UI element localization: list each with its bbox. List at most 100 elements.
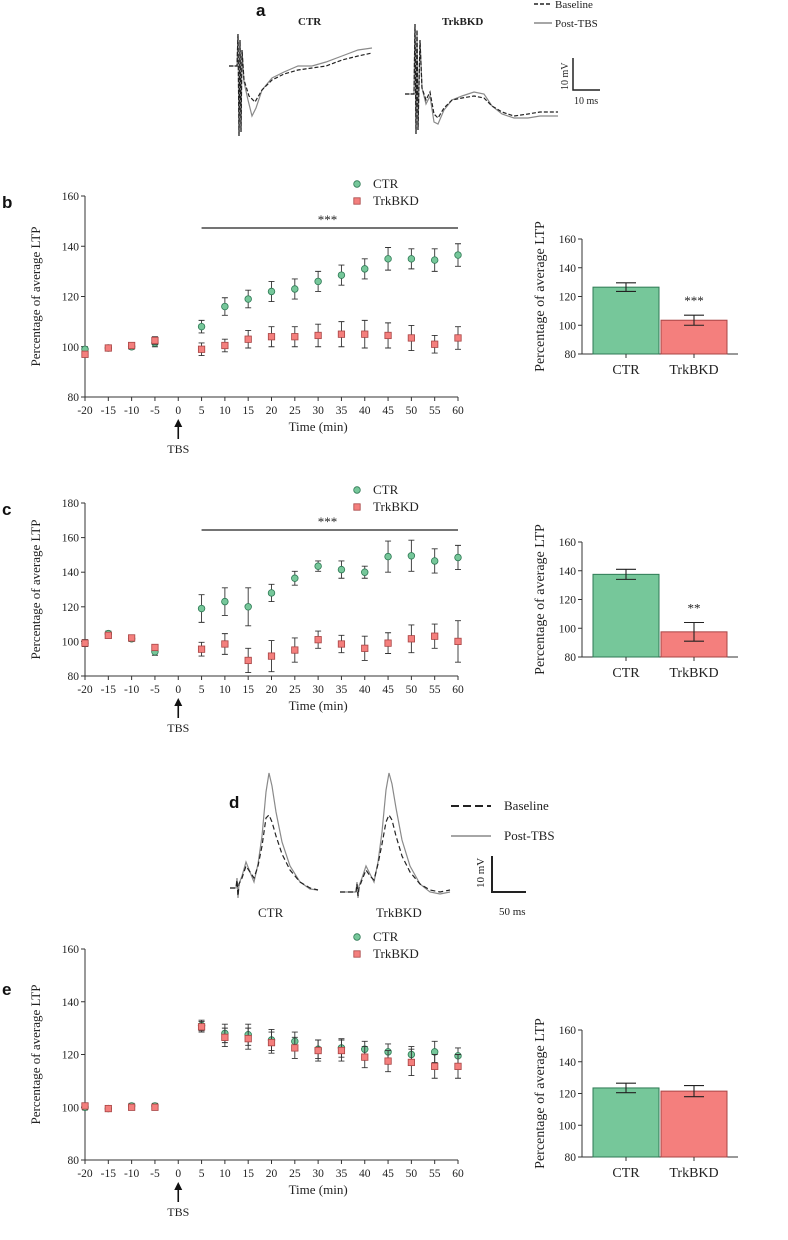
x-tick-label: -15	[101, 684, 117, 696]
data-point-ctr	[221, 302, 229, 311]
x-tick-label: -5	[150, 684, 160, 696]
x-tick-label: 25	[289, 1168, 301, 1180]
data-point-ctr	[384, 255, 392, 263]
x-tick-label: -20	[77, 405, 93, 417]
data-point-trkbkd	[267, 652, 276, 660]
data-point-trkbkd	[361, 644, 369, 652]
x-tick-label: -5	[150, 405, 160, 417]
x-tick-label: 35	[336, 684, 348, 696]
y-tick-label: 80	[565, 1152, 577, 1164]
data-point-trkbkd	[197, 345, 206, 353]
y-tick-label: 80	[565, 652, 577, 664]
chart-b_bar: 80 100 120 140 160 Percentage of average LTP C…	[533, 221, 738, 378]
y-tick-label: 140	[62, 567, 80, 579]
y-tick-label: 100	[559, 320, 577, 332]
y-tick-label: 140	[62, 997, 80, 1009]
bar-trkbkd	[660, 1090, 728, 1158]
data-point-trkbkd	[128, 341, 136, 350]
legend-marker-trkbkd	[353, 197, 361, 205]
y-tick-label: 180	[62, 498, 80, 510]
panel-letter-c: c	[2, 500, 11, 519]
data-point-trkbkd	[454, 334, 462, 342]
y-tick-label: 80	[68, 1155, 80, 1167]
x-tick-label: 30	[312, 1168, 324, 1180]
data-point-trkbkd	[337, 1046, 346, 1055]
panel-d: d Baseline Post-TBS 10 mV 50 ms CTR TrkB…	[229, 772, 555, 920]
data-point-trkbkd	[128, 634, 136, 642]
data-point-ctr	[267, 287, 276, 296]
y-tick-label: 120	[559, 1089, 577, 1101]
y-axis-label: Percentage of average LTP	[533, 1018, 548, 1169]
trace-a-title-ctr: CTR	[298, 16, 322, 28]
tbs-arrow-head	[174, 1182, 183, 1190]
data-point-trkbkd	[151, 336, 159, 345]
x-tick-label: 35	[336, 405, 348, 417]
data-point-trkbkd	[314, 636, 322, 644]
data-point-trkbkd	[197, 1023, 206, 1031]
data-point-ctr	[314, 562, 322, 570]
legend-marker-ctr	[353, 933, 361, 941]
data-point-trkbkd	[81, 1102, 89, 1110]
data-point-ctr	[361, 265, 369, 273]
trace-d-ctr-baseline	[230, 813, 319, 897]
bar-ctr	[592, 1087, 660, 1158]
data-point-trkbkd	[197, 645, 206, 653]
data-point-trkbkd	[384, 1057, 392, 1065]
y-tick-label: 120	[62, 292, 80, 304]
legend-a-post-label: Post-TBS	[555, 18, 598, 30]
tbs-label: TBS	[167, 442, 189, 456]
x-tick-label: 55	[429, 1168, 441, 1180]
x-tick-label: 15	[242, 684, 254, 696]
y-tick-label: 120	[62, 1050, 80, 1062]
y-tick-label: 120	[559, 292, 577, 304]
legend-marker-trkbkd	[353, 503, 361, 511]
x-tick-label: 50	[406, 684, 418, 696]
data-point-ctr	[407, 255, 416, 263]
y-axis-label: Percentage of average LTP	[28, 227, 43, 367]
scale-d	[491, 856, 526, 893]
panel-letter-b: b	[2, 193, 12, 212]
legend-label-trkbkd: TrkBKD	[373, 499, 419, 514]
trace-d-trkbkd-post	[340, 772, 451, 899]
data-point-ctr	[267, 589, 276, 597]
data-point-ctr	[430, 557, 439, 565]
x-axis-label: Time (min)	[289, 698, 348, 713]
chart-e_bar: 80 100 120 140 160 Percentage of average LTP C…	[533, 1018, 738, 1181]
x-tick-label: -15	[101, 405, 117, 417]
y-tick-label: 160	[559, 537, 577, 549]
y-tick-label: 100	[62, 636, 80, 648]
data-point-ctr	[221, 597, 229, 606]
panel-letter-e: e	[2, 980, 11, 999]
data-point-trkbkd	[337, 640, 346, 648]
y-tick-label: 140	[559, 263, 577, 275]
data-point-ctr	[314, 277, 322, 286]
y-tick-label: 160	[62, 191, 80, 203]
x-tick-label: 60	[452, 1168, 464, 1180]
data-point-ctr	[244, 603, 252, 611]
trace-d-label-trkbkd: TrkBKD	[376, 905, 422, 920]
category-label: CTR	[612, 1166, 640, 1181]
y-axis-label: Percentage of average LTP	[28, 520, 43, 660]
data-point-trkbkd	[81, 639, 89, 647]
data-point-trkbkd	[291, 646, 299, 654]
data-point-trkbkd	[384, 639, 392, 647]
legend-label-ctr: CTR	[373, 929, 399, 944]
y-axis-label: Percentage of average LTP	[28, 985, 43, 1125]
data-point-trkbkd	[104, 344, 112, 352]
x-tick-label: 50	[406, 1168, 418, 1180]
x-axis-label: Time (min)	[289, 1182, 348, 1197]
data-point-ctr	[454, 251, 462, 259]
data-point-trkbkd	[314, 1046, 322, 1055]
data-point-ctr	[197, 322, 206, 331]
data-point-trkbkd	[104, 1104, 112, 1113]
x-tick-label: 0	[175, 1168, 181, 1180]
x-tick-label: 5	[199, 1168, 205, 1180]
data-point-trkbkd	[431, 632, 439, 640]
panel-a: a CTR TrkBKD Baseline Post-TBS 10 mV 10 …	[229, 0, 600, 137]
data-point-trkbkd	[104, 631, 112, 639]
tbs-label: TBS	[167, 721, 189, 735]
data-point-trkbkd	[384, 331, 392, 340]
data-point-ctr	[291, 574, 299, 582]
x-tick-label: -10	[124, 684, 140, 696]
